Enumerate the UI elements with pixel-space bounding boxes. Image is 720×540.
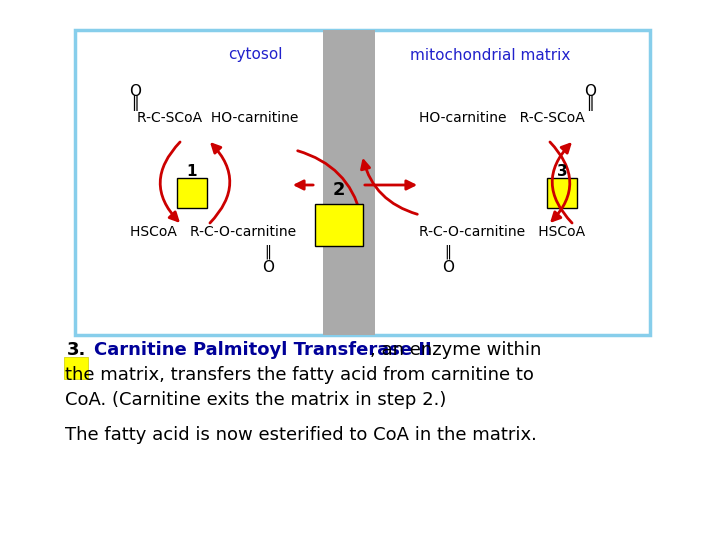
- FancyBboxPatch shape: [75, 30, 650, 335]
- FancyBboxPatch shape: [64, 357, 88, 379]
- FancyBboxPatch shape: [547, 178, 577, 208]
- FancyBboxPatch shape: [315, 204, 363, 246]
- Text: R-C-O-carnitine   HSCoA: R-C-O-carnitine HSCoA: [419, 225, 585, 239]
- Text: , an enzyme within: , an enzyme within: [370, 341, 541, 359]
- Text: ‖: ‖: [264, 245, 271, 259]
- Text: HO-carnitine   R-C-SCoA: HO-carnitine R-C-SCoA: [419, 111, 585, 125]
- Text: ‖: ‖: [131, 95, 139, 111]
- Text: 3.: 3.: [66, 341, 86, 359]
- Text: 3: 3: [557, 165, 567, 179]
- Text: R-C-SCoA  HO-carnitine: R-C-SCoA HO-carnitine: [138, 111, 299, 125]
- Bar: [323, 30, 375, 335]
- Text: mitochondrial matrix: mitochondrial matrix: [410, 48, 570, 63]
- Text: O: O: [442, 260, 454, 275]
- Text: ‖: ‖: [444, 245, 451, 259]
- Text: O: O: [129, 84, 141, 99]
- Text: The fatty acid is now esterified to CoA in the matrix.: The fatty acid is now esterified to CoA …: [65, 426, 537, 444]
- Text: the matrix, transfers the fatty acid from carnitine to: the matrix, transfers the fatty acid fro…: [65, 366, 534, 384]
- Text: O: O: [262, 260, 274, 275]
- Text: cytosol: cytosol: [228, 48, 282, 63]
- Text: 1: 1: [186, 165, 197, 179]
- Text: HSCoA   R-C-O-carnitine: HSCoA R-C-O-carnitine: [130, 225, 296, 239]
- Text: 2: 2: [333, 181, 346, 199]
- Text: O: O: [584, 84, 596, 99]
- Text: Carnitine Palmitoyl Transferase II: Carnitine Palmitoyl Transferase II: [94, 341, 431, 359]
- Text: CoA. (Carnitine exits the matrix in step 2.): CoA. (Carnitine exits the matrix in step…: [65, 391, 446, 409]
- FancyBboxPatch shape: [177, 178, 207, 208]
- Text: ‖: ‖: [586, 95, 594, 111]
